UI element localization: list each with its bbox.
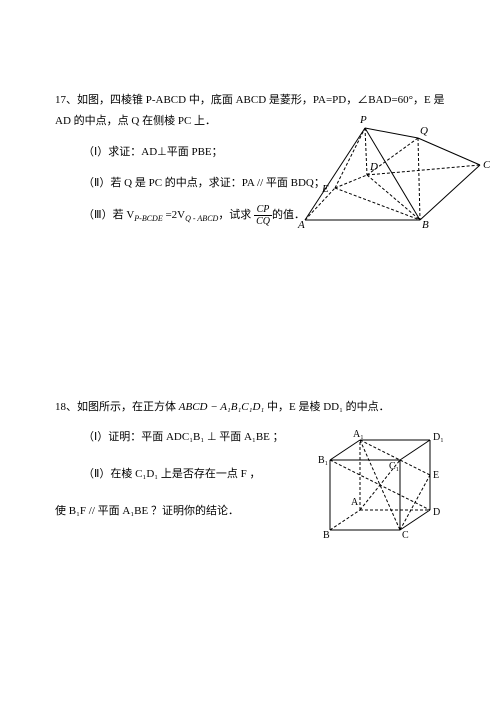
label-C: C bbox=[402, 530, 409, 541]
problem-18-header: 18、如图所示，在正方体 ABCD − A₁B₁C₁D₁ 中，E 是棱 DD₁ … bbox=[55, 397, 445, 418]
label-P: P bbox=[359, 114, 367, 126]
problem-17: 17、如图，四棱锥 P-ABCD 中，底面 ABCD 是菱形，PA=PD，∠BA… bbox=[55, 90, 445, 227]
diagram-18: A₁ D₁ B₁ C₁ E A D B C bbox=[315, 425, 445, 548]
label-B: B bbox=[422, 219, 429, 230]
label-D: D bbox=[369, 161, 378, 173]
frac-den: CQ bbox=[254, 216, 272, 227]
p18-header-a: 18、如图所示，在正方体 bbox=[55, 401, 179, 413]
p17-sub1: P-BCDE bbox=[134, 214, 162, 223]
p17-part3c: ，试求 bbox=[218, 209, 251, 221]
frac-num: CP bbox=[254, 204, 272, 216]
label-B1: B₁ bbox=[318, 455, 328, 466]
cube-svg: A₁ D₁ B₁ C₁ E A D B C bbox=[315, 425, 445, 545]
problem-18: 18、如图所示，在正方体 ABCD − A₁B₁C₁D₁ 中，E 是棱 DD₁ … bbox=[55, 397, 445, 523]
p18-formula: ABCD − A₁B₁C₁D₁ bbox=[179, 401, 264, 413]
p18-header-b: 中，E 是棱 DD₁ 的中点． bbox=[264, 401, 389, 413]
label-D: D bbox=[433, 507, 440, 518]
label-B: B bbox=[323, 530, 330, 541]
p17-part3a: （Ⅲ）若 V bbox=[83, 209, 134, 221]
label-A1: A₁ bbox=[353, 429, 364, 440]
label-Q: Q bbox=[420, 125, 428, 137]
label-C1: C₁ bbox=[389, 461, 399, 472]
fraction-cp-cq: CP CQ bbox=[254, 204, 272, 227]
label-E: E bbox=[321, 183, 329, 195]
diagram-17: P Q C D E A B bbox=[290, 110, 490, 233]
pyramid-svg: P Q C D E A B bbox=[290, 110, 490, 230]
label-A: A bbox=[297, 219, 305, 230]
label-E: E bbox=[433, 470, 439, 481]
label-A: A bbox=[351, 497, 359, 508]
label-D1: D₁ bbox=[433, 432, 444, 443]
p17-part3b: =2V bbox=[163, 209, 185, 221]
label-C: C bbox=[483, 159, 490, 171]
p17-sub2: Q - ABCD bbox=[185, 214, 218, 223]
